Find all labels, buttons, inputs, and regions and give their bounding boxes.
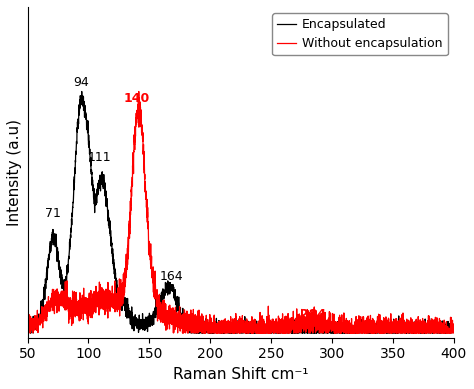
Encapsulated <box>451 324 457 329</box>
Encapsulated <box>25 331 31 335</box>
Legend: Encapsulated, Without encapsulation: Encapsulated, Without encapsulation <box>272 13 447 56</box>
Text: 94: 94 <box>73 77 89 89</box>
Without encapsulation <box>136 89 142 94</box>
Without encapsulation <box>25 331 31 335</box>
Text: 111: 111 <box>88 151 111 165</box>
Without encapsulation <box>25 315 30 320</box>
Text: 71: 71 <box>45 207 61 221</box>
Without encapsulation <box>451 327 457 332</box>
Text: 284: 284 <box>300 308 326 321</box>
Encapsulated <box>114 278 119 282</box>
Without encapsulation <box>278 331 283 335</box>
Without encapsulation <box>114 297 119 302</box>
Without encapsulation <box>226 319 232 323</box>
Without encapsulation <box>296 319 301 323</box>
Encapsulated <box>418 329 424 334</box>
Without encapsulation <box>418 331 424 335</box>
Encapsulated <box>79 89 84 94</box>
Encapsulated <box>278 331 283 335</box>
Encapsulated <box>296 329 301 333</box>
X-axis label: Raman Shift cm⁻¹: Raman Shift cm⁻¹ <box>173 367 309 382</box>
Y-axis label: Intensity (a.u): Intensity (a.u) <box>7 119 22 226</box>
Text: 140: 140 <box>124 92 150 105</box>
Encapsulated <box>179 320 185 324</box>
Encapsulated <box>25 322 30 327</box>
Text: 164: 164 <box>159 270 183 283</box>
Line: Without encapsulation: Without encapsulation <box>27 91 454 333</box>
Line: Encapsulated: Encapsulated <box>27 91 454 333</box>
Encapsulated <box>226 329 232 333</box>
Without encapsulation <box>179 313 185 318</box>
